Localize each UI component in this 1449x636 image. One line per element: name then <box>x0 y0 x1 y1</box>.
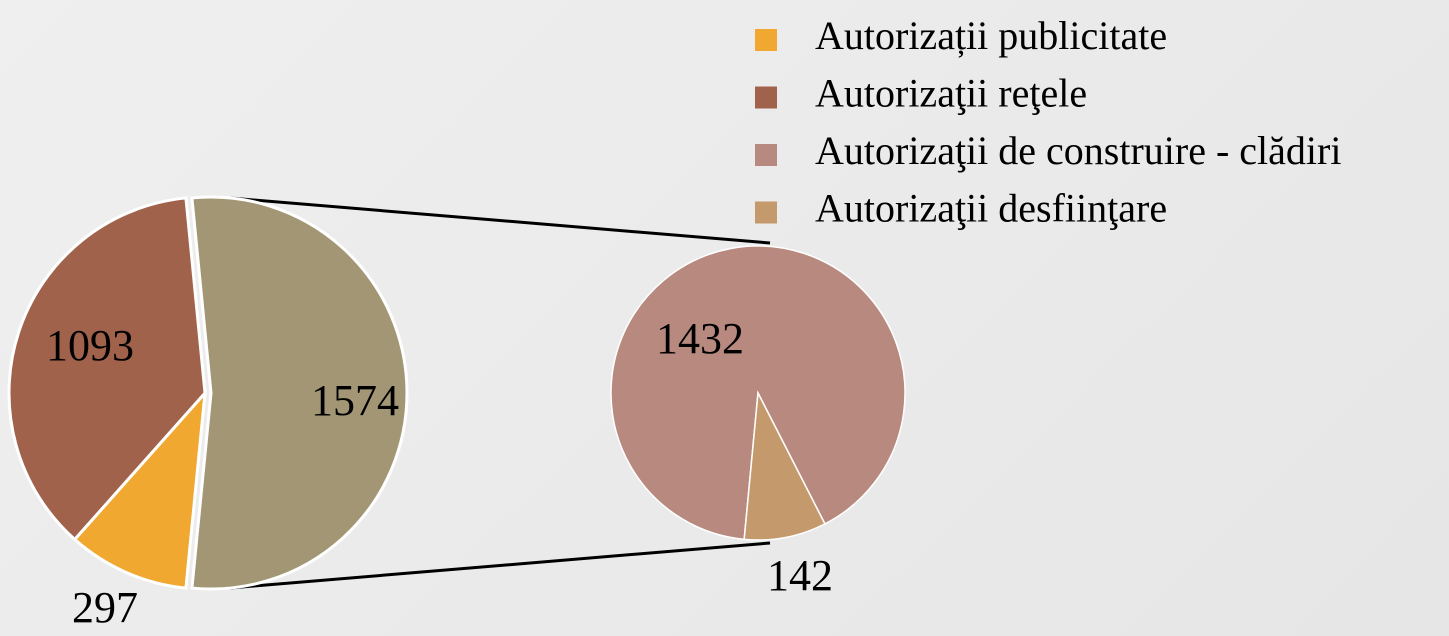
connector-line <box>229 541 771 590</box>
legend-swatch <box>755 29 777 51</box>
connector-line <box>229 196 771 245</box>
data-label: 1574 <box>311 376 399 425</box>
legend-swatch <box>755 201 777 224</box>
data-label: 1432 <box>656 314 744 363</box>
legend-label: Autorizații publicitate <box>815 13 1167 58</box>
pie-slice <box>7 196 207 542</box>
pie-slice <box>743 390 826 541</box>
data-label: 1093 <box>46 321 134 370</box>
pie-slice <box>72 388 207 590</box>
data-label: 142 <box>767 551 833 600</box>
legend-label: Autorizaţii de construire - clădiri <box>815 128 1341 173</box>
legend-swatch <box>755 144 777 166</box>
legend-label: Autorizaţii reţele <box>815 71 1087 116</box>
data-label: 297 <box>72 583 138 632</box>
legend-label: Autorizaţii desfiinţare <box>815 186 1167 231</box>
legend-swatch <box>755 86 777 109</box>
pie-slice <box>190 195 409 591</box>
